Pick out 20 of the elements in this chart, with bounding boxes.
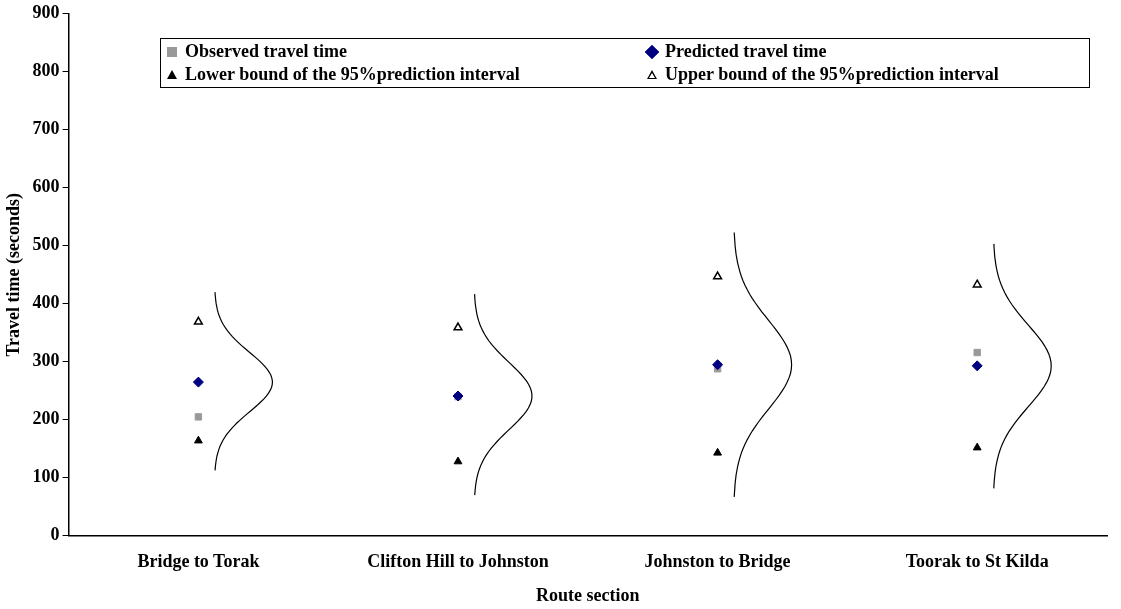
x-axis-title: Route section (536, 584, 640, 605)
y-tick-label: 800 (32, 60, 60, 81)
legend-label: Observed travel time (185, 41, 347, 62)
y-tick-label: 100 (32, 466, 60, 487)
legend-label: Lower bound of the 95%prediction interval (185, 64, 520, 85)
y-tick-label: 500 (32, 234, 60, 255)
y-tick-label: 300 (32, 350, 60, 371)
y-tick-label: 600 (32, 176, 60, 197)
y-axis-title: Travel time (seconds) (3, 192, 25, 357)
y-tick-label: 0 (50, 524, 60, 545)
x-tick-label: Toorak to St Kilda (905, 551, 1049, 572)
x-tick-label: Bridge to Torak (137, 551, 260, 572)
y-tick-label: 200 (32, 408, 60, 429)
y-tick-label: 900 (32, 2, 60, 23)
x-tick-label: Johnston to Bridge (644, 551, 791, 572)
y-tick-label: 400 (32, 292, 60, 313)
legend-label: Upper bound of the 95%prediction interval (665, 64, 999, 85)
y-tick-label: 700 (32, 118, 60, 139)
x-tick-label: Clifton Hill to Johnston (367, 551, 549, 572)
legend-label: Predicted travel time (665, 41, 827, 62)
